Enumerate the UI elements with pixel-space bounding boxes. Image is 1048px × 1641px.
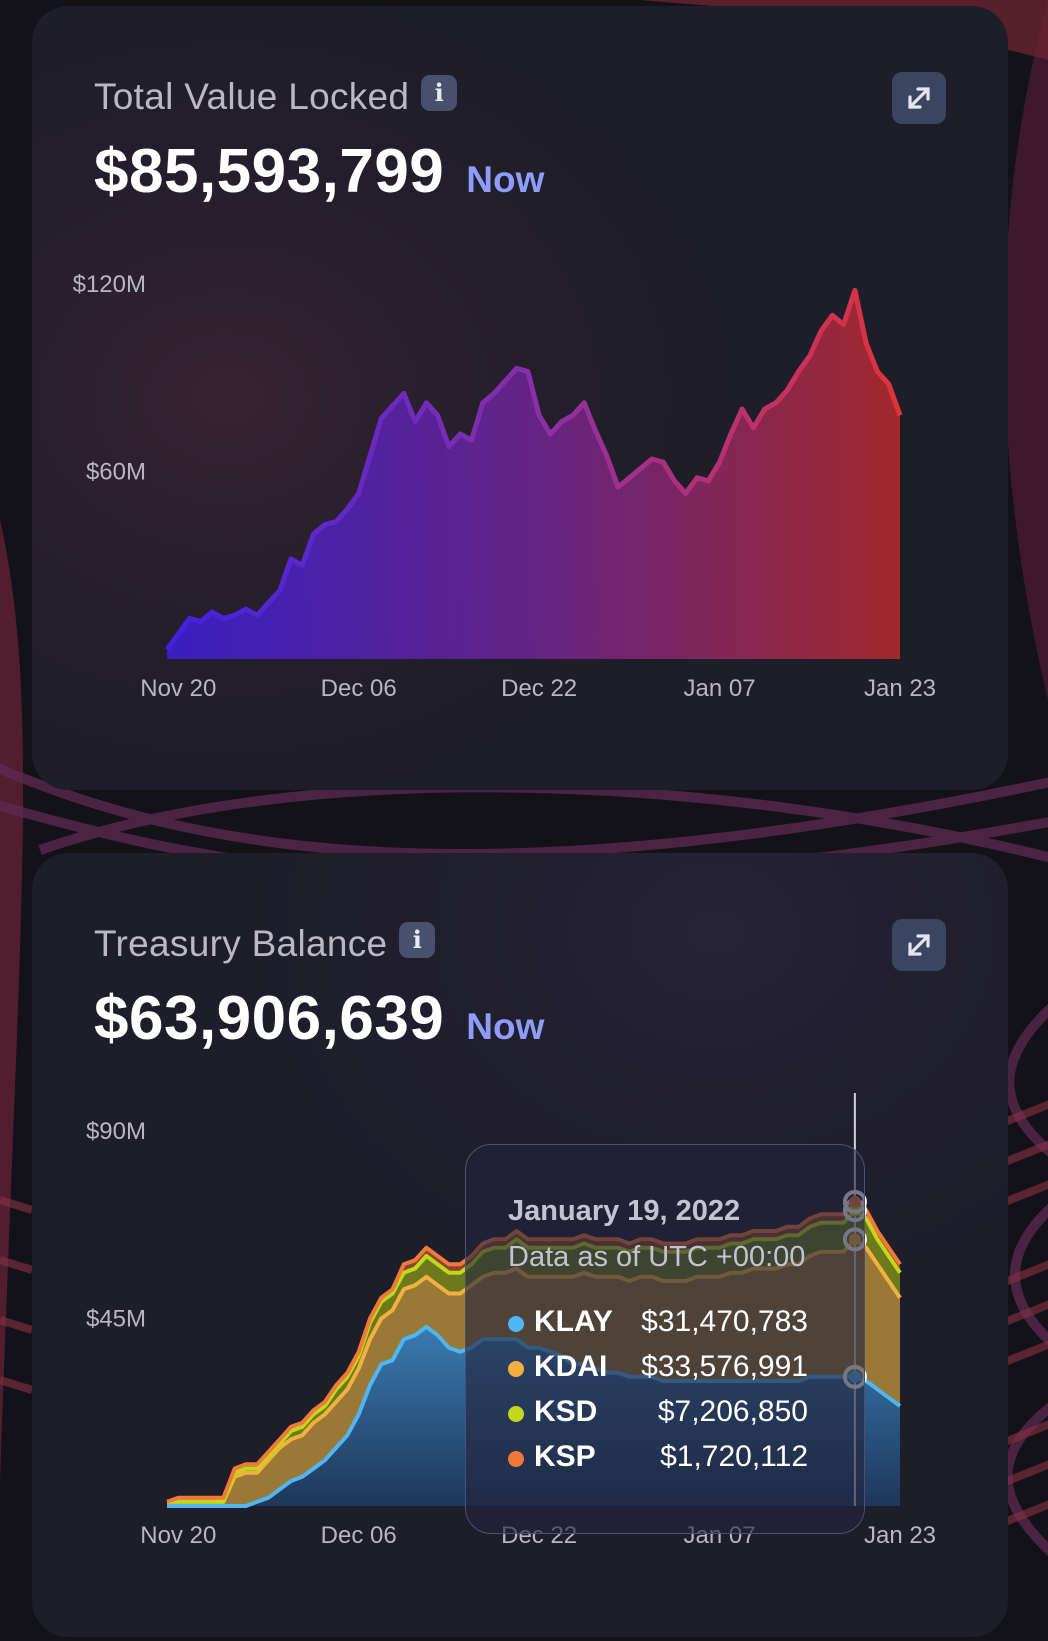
x-tick-label: Jan 07 bbox=[684, 675, 756, 702]
tooltip: January 19, 2022 Data as of UTC +00:00 K… bbox=[465, 1144, 865, 1534]
tooltip-row-kdai: KDAI $33,576,991 bbox=[508, 1348, 808, 1388]
tooltip-name: KSP bbox=[534, 1440, 596, 1473]
treasury-card: Treasury Balance i $63,906,639 Now $90M $… bbox=[32, 853, 1008, 1637]
treasury-value: $63,906,639 bbox=[94, 984, 445, 1053]
tooltip-name: KSD bbox=[534, 1395, 598, 1428]
y-tick-label: $60M bbox=[86, 459, 146, 486]
y-tick-label: $120M bbox=[73, 271, 146, 298]
x-tick-label: Nov 20 bbox=[140, 1522, 216, 1549]
treasury-expand-button[interactable] bbox=[892, 919, 946, 971]
tooltip-value: $1,720,112 bbox=[660, 1440, 808, 1473]
expand-icon bbox=[908, 934, 930, 956]
tvl-title: Total Value Locked i bbox=[94, 75, 458, 118]
tooltip-row-ksp: KSP $1,720,112 bbox=[508, 1438, 808, 1478]
tooltip-value: $33,576,991 bbox=[641, 1350, 808, 1383]
treasury-title: Treasury Balance i bbox=[94, 922, 436, 965]
legend-dot-ksp bbox=[508, 1451, 524, 1467]
tvl-title-text: Total Value Locked bbox=[94, 76, 410, 117]
tooltip-subtitle: Data as of UTC +00:00 bbox=[508, 1241, 806, 1273]
y-tick-label: $90M bbox=[86, 1118, 146, 1145]
tvl-area bbox=[167, 290, 900, 659]
tvl-value-row: $85,593,799 Now bbox=[94, 136, 544, 207]
tooltip-name: KDAI bbox=[534, 1350, 608, 1383]
x-tick-label: Nov 20 bbox=[140, 675, 216, 702]
tooltip-date: January 19, 2022 bbox=[508, 1195, 741, 1227]
info-icon[interactable]: i bbox=[421, 75, 458, 111]
tooltip-value: $31,470,783 bbox=[641, 1305, 808, 1338]
tooltip-name: KLAY bbox=[534, 1305, 613, 1338]
y-tick-label: $45M bbox=[86, 1306, 146, 1333]
tooltip-row-ksd: KSD $7,206,850 bbox=[508, 1393, 808, 1433]
expand-icon bbox=[908, 87, 930, 109]
x-tick-label: Jan 23 bbox=[864, 675, 936, 702]
tvl-chart[interactable]: $120M $60M Nov 20 Dec 06 Dec 22 Jan 07 Jan 23 bbox=[32, 6, 1008, 790]
x-tick-label: Dec 06 bbox=[321, 1522, 397, 1549]
legend-dot-ksd bbox=[508, 1406, 524, 1422]
x-tick-label: Dec 22 bbox=[501, 675, 577, 702]
info-icon[interactable]: i bbox=[399, 922, 436, 958]
tooltip-value: $7,206,850 bbox=[657, 1395, 808, 1428]
x-tick-label: Dec 06 bbox=[321, 675, 397, 702]
tvl-line bbox=[164, 287, 903, 652]
tooltip-row-klay: KLAY $31,470,783 bbox=[508, 1303, 808, 1343]
treasury-title-text: Treasury Balance bbox=[94, 923, 388, 964]
tvl-value: $85,593,799 bbox=[94, 137, 445, 206]
treasury-now-badge: Now bbox=[466, 1006, 545, 1047]
tvl-card: Total Value Locked i $85,593,799 Now $12 bbox=[32, 6, 1008, 790]
tvl-now-badge: Now bbox=[466, 159, 545, 200]
tvl-expand-button[interactable] bbox=[892, 72, 946, 124]
legend-dot-klay bbox=[508, 1316, 524, 1332]
x-tick-label: Jan 23 bbox=[864, 1522, 936, 1549]
treasury-value-row: $63,906,639 Now bbox=[94, 983, 544, 1054]
legend-dot-kdai bbox=[508, 1361, 524, 1377]
